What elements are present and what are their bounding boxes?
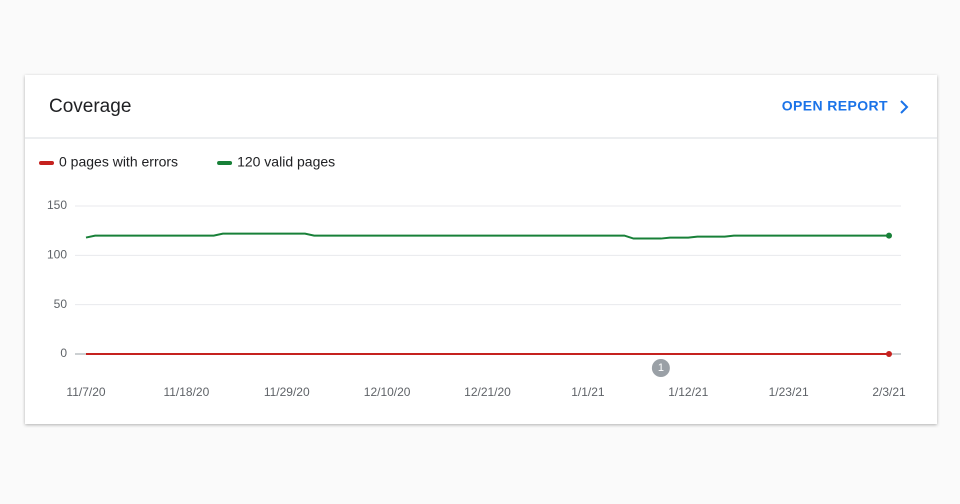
end-point [886,351,892,357]
x-tick-label: 1/1/21 [571,385,605,399]
x-tick-label: 11/7/20 [66,385,105,399]
end-point [886,232,892,239]
x-tick-label: 11/29/20 [264,385,310,399]
x-tick-label: 2/3/21 [872,385,906,399]
y-tick-label: 100 [47,248,67,262]
y-tick-label: 0 [60,346,67,360]
y-tick-label: 50 [54,297,68,311]
annotation-label[interactable]: 1 [658,362,664,374]
card-title: Coverage [49,96,131,117]
y-tick-label: 150 [47,198,67,212]
x-tick-label: 1/12/21 [668,385,708,399]
x-tick-label: 1/23/21 [769,385,809,399]
legend-label: 120 valid pages [237,154,335,170]
open-report[interactable]: OPEN REPORT [782,98,888,114]
x-tick-label: 11/18/20 [163,385,209,399]
card [25,75,937,424]
series-line [85,232,889,240]
chevron[interactable] [900,100,909,114]
x-tick-label: 12/21/20 [464,385,511,399]
x-tick-label: 12/10/20 [364,385,411,399]
annotation-marker [651,359,670,377]
legend-label: 0 pages with errors [59,154,178,170]
